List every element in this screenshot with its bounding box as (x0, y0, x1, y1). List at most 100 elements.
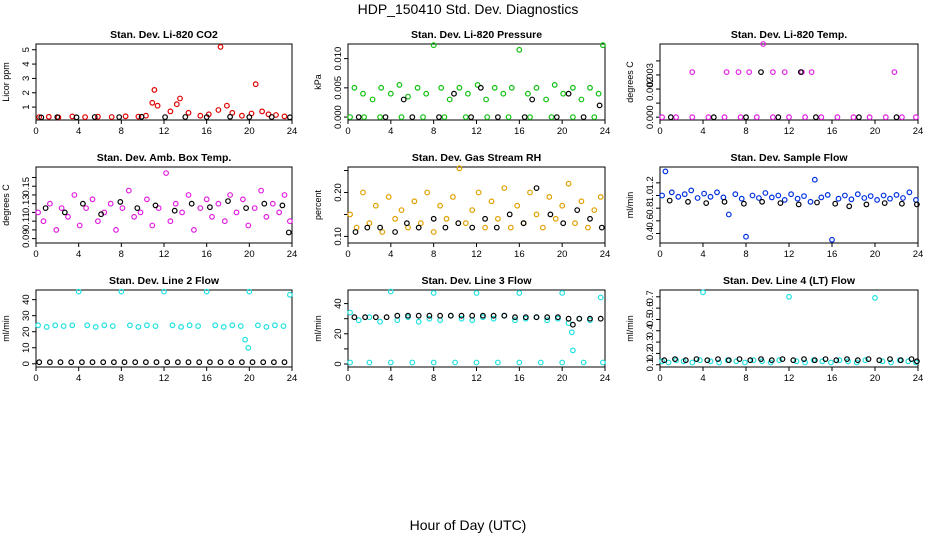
data-point (79, 200, 86, 207)
data-point (770, 69, 776, 75)
data-point (482, 224, 489, 231)
data-point (552, 215, 559, 222)
data-point (721, 114, 728, 121)
data-point (182, 114, 189, 120)
data-point (185, 109, 192, 116)
data-point (682, 357, 689, 364)
data-point (600, 42, 606, 49)
data-point (693, 356, 700, 363)
data-point (351, 314, 358, 321)
data-point (468, 114, 475, 120)
data-point (543, 96, 549, 103)
data-point (659, 192, 665, 199)
data-point (760, 41, 767, 47)
panel-4: Stan. Dev. Amb. Box Temp. degrees C 0 4 8 12 1… (1, 152, 297, 260)
data-point (662, 168, 669, 175)
data-point (570, 347, 576, 354)
data-point (802, 114, 808, 121)
series-2 (666, 197, 920, 210)
data-point (828, 359, 834, 366)
data-point (747, 357, 754, 364)
data-point (533, 314, 540, 321)
data-point (743, 233, 749, 240)
y-tick-label: 0.20 (333, 183, 344, 202)
data-point (897, 357, 904, 364)
data-point (360, 189, 366, 196)
data-point (488, 198, 495, 205)
data-point (490, 315, 497, 322)
data-point (548, 114, 555, 120)
x-tick-label: 8 (743, 249, 748, 260)
panel-2: Stan. Dev. Li-820 Pressure kPa 0 4 8 12 16 20 24… (313, 29, 610, 137)
x-tick-label: 8 (431, 126, 436, 137)
data-point (836, 357, 843, 364)
x-tick-label: 4 (76, 249, 81, 260)
data-point (364, 224, 371, 231)
panel-title: Stan. Dev. Li-820 CO2 (110, 29, 218, 41)
data-point (347, 211, 354, 218)
y-tick-label: 0.6 (645, 302, 656, 315)
y-tick-label: 0.10 (333, 227, 344, 246)
data-point (704, 357, 711, 364)
data-point (132, 359, 139, 366)
data-point (768, 357, 775, 364)
x-tick-label: 0 (345, 126, 350, 137)
data-point (372, 202, 379, 209)
data-point (493, 224, 500, 231)
data-point (758, 69, 764, 75)
data-point (117, 198, 124, 205)
data-point (71, 192, 78, 198)
data-point (533, 211, 540, 218)
data-point (547, 211, 554, 218)
data-point (572, 220, 578, 227)
data-point (899, 200, 905, 207)
data-point (908, 356, 915, 363)
data-point (279, 202, 286, 209)
data-point (508, 84, 515, 91)
data-point (82, 114, 88, 120)
data-point (469, 224, 476, 231)
data-point (94, 113, 101, 120)
x-tick-label: 16 (827, 373, 838, 384)
data-point (52, 322, 59, 329)
y-tick-label: 20 (21, 326, 32, 337)
data-point (788, 191, 794, 198)
data-point (385, 193, 392, 200)
panel-title: Stan. Dev. Sample Flow (730, 152, 848, 164)
data-point (781, 69, 788, 75)
data-point (501, 312, 508, 319)
data-point (741, 200, 747, 207)
x-tick-label: 4 (700, 126, 705, 137)
data-point (703, 200, 710, 207)
data-point (797, 69, 804, 75)
x-tick-label: 0 (345, 373, 350, 384)
data-point (138, 113, 145, 120)
data-point (135, 113, 142, 120)
y-axis-label: Licor ppm (1, 62, 11, 102)
data-point (597, 294, 604, 301)
data-point (47, 200, 53, 207)
data-point (249, 359, 256, 366)
data-point (185, 192, 192, 198)
data-point (850, 114, 857, 121)
data-point (725, 357, 732, 364)
data-point (437, 202, 444, 209)
data-point (746, 69, 753, 75)
data-point (689, 359, 696, 366)
data-point (35, 209, 41, 216)
data-point (795, 201, 802, 208)
data-point (770, 114, 776, 121)
data-point (378, 84, 385, 91)
panel-title: Stan. Dev. Amb. Box Temp. (97, 152, 232, 164)
data-point (149, 99, 156, 106)
panel-3: Stan. Dev. Li-820 Temp. degrees C 0 4 8 12 16 2… (625, 29, 923, 137)
series-2 (355, 84, 603, 120)
data-point (405, 312, 411, 319)
data-point (801, 193, 807, 200)
series-2 (351, 312, 604, 328)
data-point (483, 96, 490, 103)
data-point (361, 114, 368, 120)
data-point (565, 90, 572, 97)
data-point (551, 81, 558, 88)
data-point (276, 209, 283, 216)
